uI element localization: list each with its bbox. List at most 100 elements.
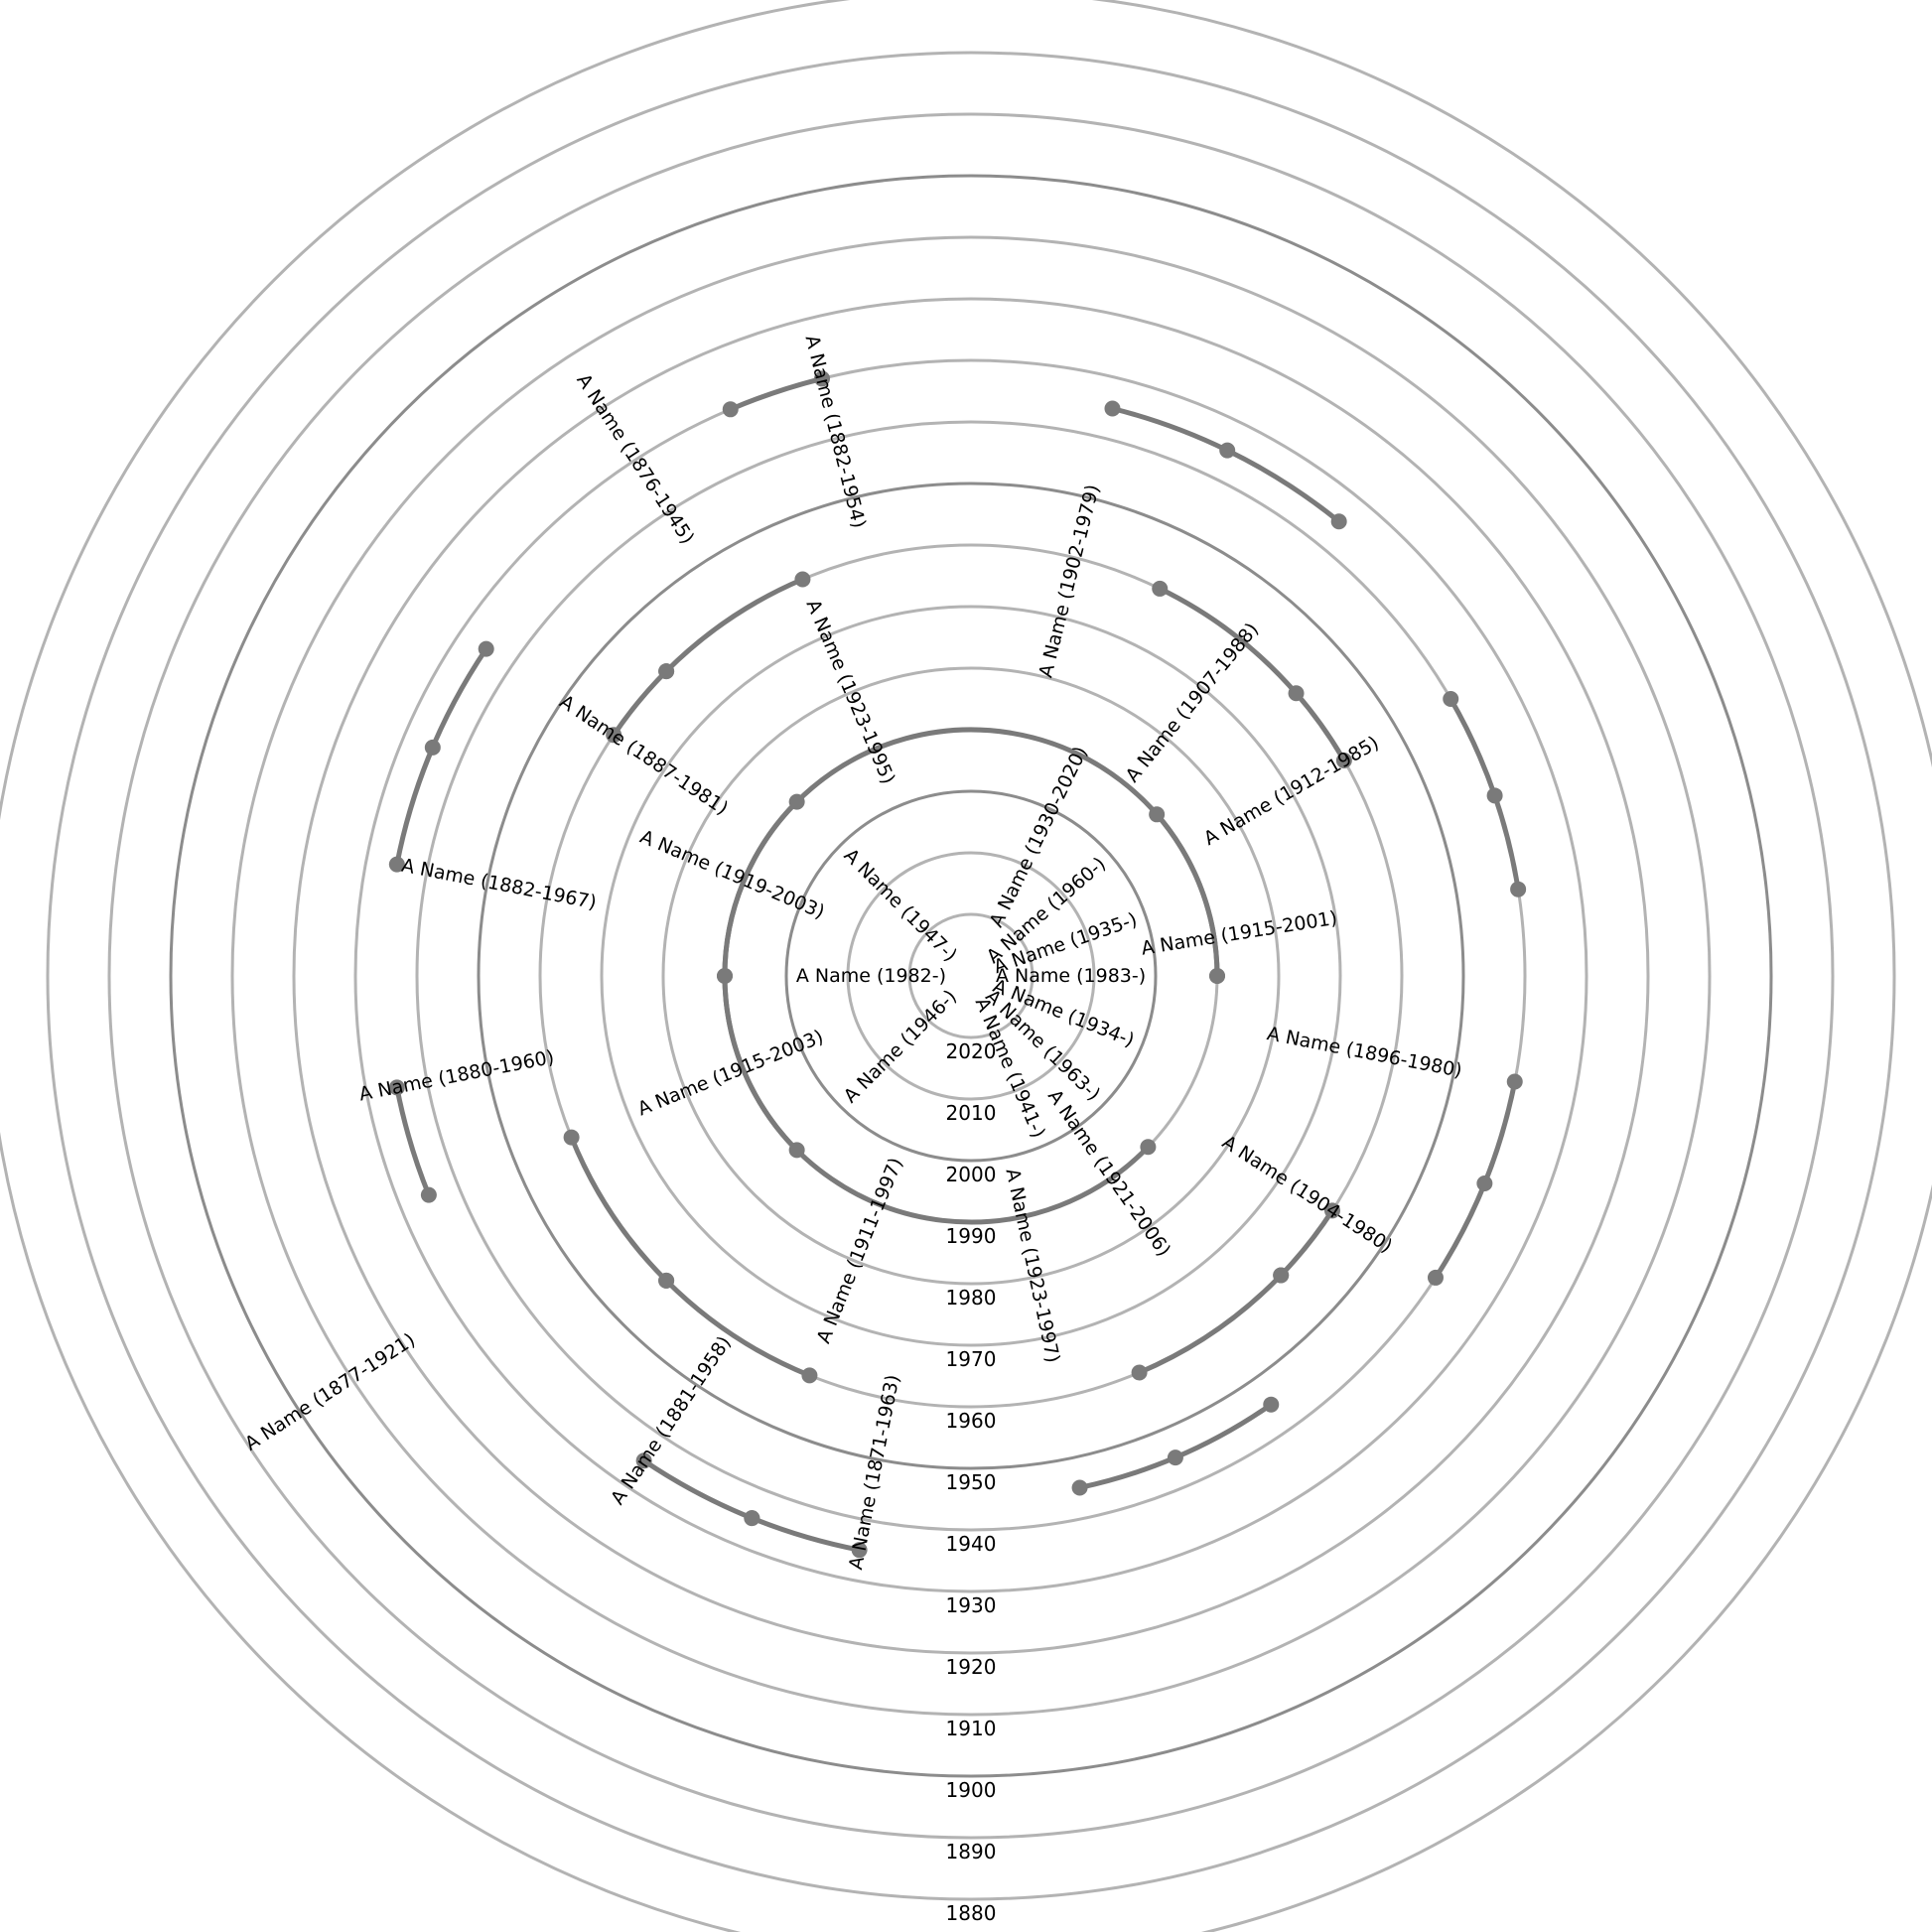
connector-dot: [563, 1129, 580, 1146]
connector-dot: [388, 856, 405, 873]
bar-label-22: A Name (1911-1997): [813, 1155, 907, 1346]
year-tick-label: 1960: [946, 1409, 997, 1433]
year-tick-label: 1950: [946, 1470, 997, 1494]
bar-label-30: A Name (1896-1980): [1265, 1023, 1463, 1082]
bar-labels: A Name (1983-) A Name (1915-2001) A Name (…: [241, 333, 1463, 1571]
year-tick-label: 2020: [946, 1039, 997, 1063]
connector-dot: [788, 1142, 805, 1159]
connector-dot: [717, 968, 733, 984]
connector-15: [722, 727, 1220, 1225]
connector-5: [663, 577, 805, 674]
bar-label-12: A Name (1947-): [840, 845, 961, 966]
ring-1960: [538, 543, 1404, 1409]
ring-1970: [600, 605, 1342, 1347]
year-tick-label: 1990: [946, 1224, 997, 1248]
connector-dot: [1330, 513, 1347, 530]
bar-label-10: A Name (1876-1945): [572, 370, 698, 548]
connector-dots: [388, 370, 1527, 1559]
connector-0: [1109, 405, 1342, 524]
bar-label-4: A Name (1912-1985): [1200, 732, 1383, 850]
connector-dot: [1131, 1364, 1148, 1381]
year-tick-labels: 2020 2010 2000 1990 1980 1970 1960 1950 1940 1930…: [946, 1039, 997, 1925]
connector-dot: [1273, 1267, 1290, 1284]
ring-1940: [415, 420, 1527, 1532]
ring-1920: [292, 297, 1650, 1655]
connector-18: [1433, 1080, 1518, 1281]
bar-label-17: A Name (1915-2003): [634, 1026, 826, 1120]
year-tick-label: 1910: [946, 1717, 997, 1740]
connector-19: [1077, 1402, 1274, 1490]
ring-1880: [46, 51, 1896, 1901]
connector-2: [1448, 696, 1521, 893]
ring-1930: [353, 358, 1588, 1593]
bar-label-18: A Name (1880-1960): [357, 1046, 556, 1106]
connector-dot: [1476, 1175, 1493, 1192]
bar-label-13: A Name (1887-1981): [556, 691, 733, 820]
connector-7: [394, 646, 489, 866]
connector-dot: [388, 1079, 405, 1096]
connector-dot: [1140, 1139, 1157, 1156]
connector-dot: [658, 1272, 675, 1289]
bar-label-8: A Name (1902-1979): [1035, 483, 1104, 680]
connector-1: [1157, 586, 1347, 763]
connector-dot: [1149, 806, 1166, 823]
year-tick-label: 1930: [946, 1593, 997, 1617]
year-tick-label: 1970: [946, 1347, 997, 1371]
connector-dot: [1510, 881, 1527, 897]
ring-1950: [477, 482, 1465, 1470]
connector-dot: [635, 1452, 652, 1469]
connector-dot: [814, 370, 831, 387]
bar-label-24: A Name (1923-1997): [1002, 1167, 1064, 1365]
connector-8: [611, 668, 669, 738]
bar-label-16: A Name (1982-): [796, 965, 946, 987]
connector-dot: [606, 727, 622, 744]
connector-dot: [1486, 787, 1503, 804]
connector-dot: [794, 571, 811, 588]
year-tick-label: 2010: [946, 1101, 997, 1125]
connector-dot: [1323, 1202, 1340, 1219]
connector-dot: [1209, 968, 1225, 984]
ring-1890: [107, 112, 1835, 1840]
connector-dot: [1288, 685, 1305, 702]
connector-dot: [1167, 1449, 1183, 1466]
connector-17: [1137, 1272, 1284, 1375]
connector-dot: [1071, 1479, 1088, 1496]
year-tick-label: 1900: [946, 1778, 997, 1802]
connector-dot: [424, 739, 441, 756]
bar-label-9: A Name (1882-1954): [801, 333, 871, 530]
bar-label-21: A Name (1881-1958): [607, 1332, 736, 1509]
connector-dot: [801, 1367, 818, 1384]
connector-16: [1278, 1207, 1335, 1278]
year-tick-label: 1890: [946, 1840, 997, 1863]
connector-dot: [744, 1510, 760, 1527]
bar-label-26: A Name (1921-2006): [1043, 1086, 1174, 1261]
connector-dot: [1335, 753, 1352, 768]
connector-dot: [1427, 1269, 1444, 1286]
bar-label-19: A Name (1946-): [840, 986, 961, 1107]
connector-14: [641, 1457, 755, 1521]
connector-dot: [1219, 442, 1236, 459]
connector-11: [569, 1135, 669, 1284]
ring-1900: [169, 174, 1773, 1778]
year-tick-label: 1980: [946, 1286, 997, 1310]
bar-label-2: A Name (1915-2001): [1140, 907, 1339, 960]
ring-1980: [661, 666, 1281, 1286]
bar-label-28: A Name (1904-1980): [1218, 1131, 1396, 1257]
ring-2020: [907, 912, 1035, 1039]
year-tick-label: 1920: [946, 1655, 997, 1679]
bar-label-23: A Name (1871-1963): [845, 1373, 904, 1572]
connector-dot: [1263, 1396, 1280, 1413]
bar-9: [751, 92, 971, 976]
bar-label-1: A Name (1983-): [996, 965, 1146, 987]
connector-dot: [478, 640, 494, 657]
year-tick-label: 1880: [946, 1901, 997, 1925]
connector-lines: [394, 375, 1521, 1553]
connector-dot: [1104, 400, 1121, 417]
connector-dot: [1506, 1073, 1523, 1090]
connector-10: [394, 1084, 432, 1198]
connector-dot: [1443, 691, 1459, 707]
connector-12: [663, 1278, 812, 1378]
